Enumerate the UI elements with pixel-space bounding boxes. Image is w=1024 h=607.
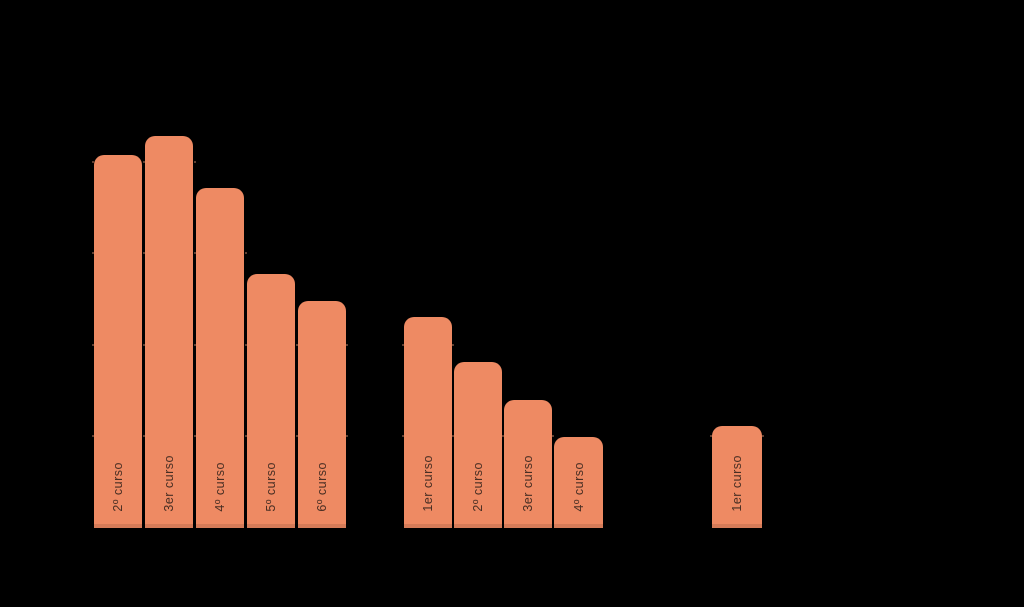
gridline-dot	[346, 435, 348, 437]
gridline-dot	[143, 435, 145, 437]
gridline-dot	[710, 435, 712, 437]
bar-label: 3er curso	[521, 455, 535, 512]
bar: 4º curso	[196, 188, 244, 528]
gridline-dot	[194, 435, 196, 437]
gridline-dot	[296, 344, 298, 346]
gridline-dot	[245, 435, 247, 437]
gridline-dot	[92, 252, 94, 254]
gridline-dot	[402, 344, 404, 346]
gridline-dot	[762, 435, 764, 437]
bar: 6º curso	[298, 301, 346, 528]
bar-label: 5º curso	[264, 462, 278, 512]
gridline-dot	[402, 435, 404, 437]
bar-label: 1er curso	[730, 455, 744, 512]
bar-label: 2º curso	[471, 462, 485, 512]
bar: 2º curso	[454, 362, 502, 528]
gridline-dot	[502, 435, 504, 437]
gridline-dot	[143, 252, 145, 254]
gridline-dot	[194, 252, 196, 254]
gridline-dot	[452, 435, 454, 437]
gridline-dot	[92, 344, 94, 346]
gridline-dot	[452, 344, 454, 346]
gridline-dot	[245, 344, 247, 346]
gridline-dot	[92, 435, 94, 437]
gridline-dot	[296, 435, 298, 437]
bar: 1er curso	[712, 426, 762, 528]
bar-label: 6º curso	[315, 462, 329, 512]
gridline-dot	[92, 161, 94, 163]
gridline-dot	[143, 344, 145, 346]
gridline-dot	[346, 344, 348, 346]
bar-label: 3er curso	[162, 455, 176, 512]
bar: 1er curso	[404, 317, 452, 528]
gridline-dot	[552, 435, 554, 437]
bar: 4º curso	[554, 437, 603, 528]
bar-label: 2º curso	[111, 462, 125, 512]
gridline-dot	[143, 161, 145, 163]
bar-label: 4º curso	[213, 462, 227, 512]
bar: 5º curso	[247, 274, 295, 528]
bar-label: 4º curso	[571, 462, 586, 512]
bar: 3er curso	[145, 136, 193, 528]
gridline-dot	[194, 344, 196, 346]
bar: 2º curso	[94, 155, 142, 528]
gridline-dot	[245, 252, 247, 254]
gridline-dot	[194, 161, 196, 163]
bar-label: 1er curso	[421, 455, 435, 512]
bar: 3er curso	[504, 400, 552, 528]
